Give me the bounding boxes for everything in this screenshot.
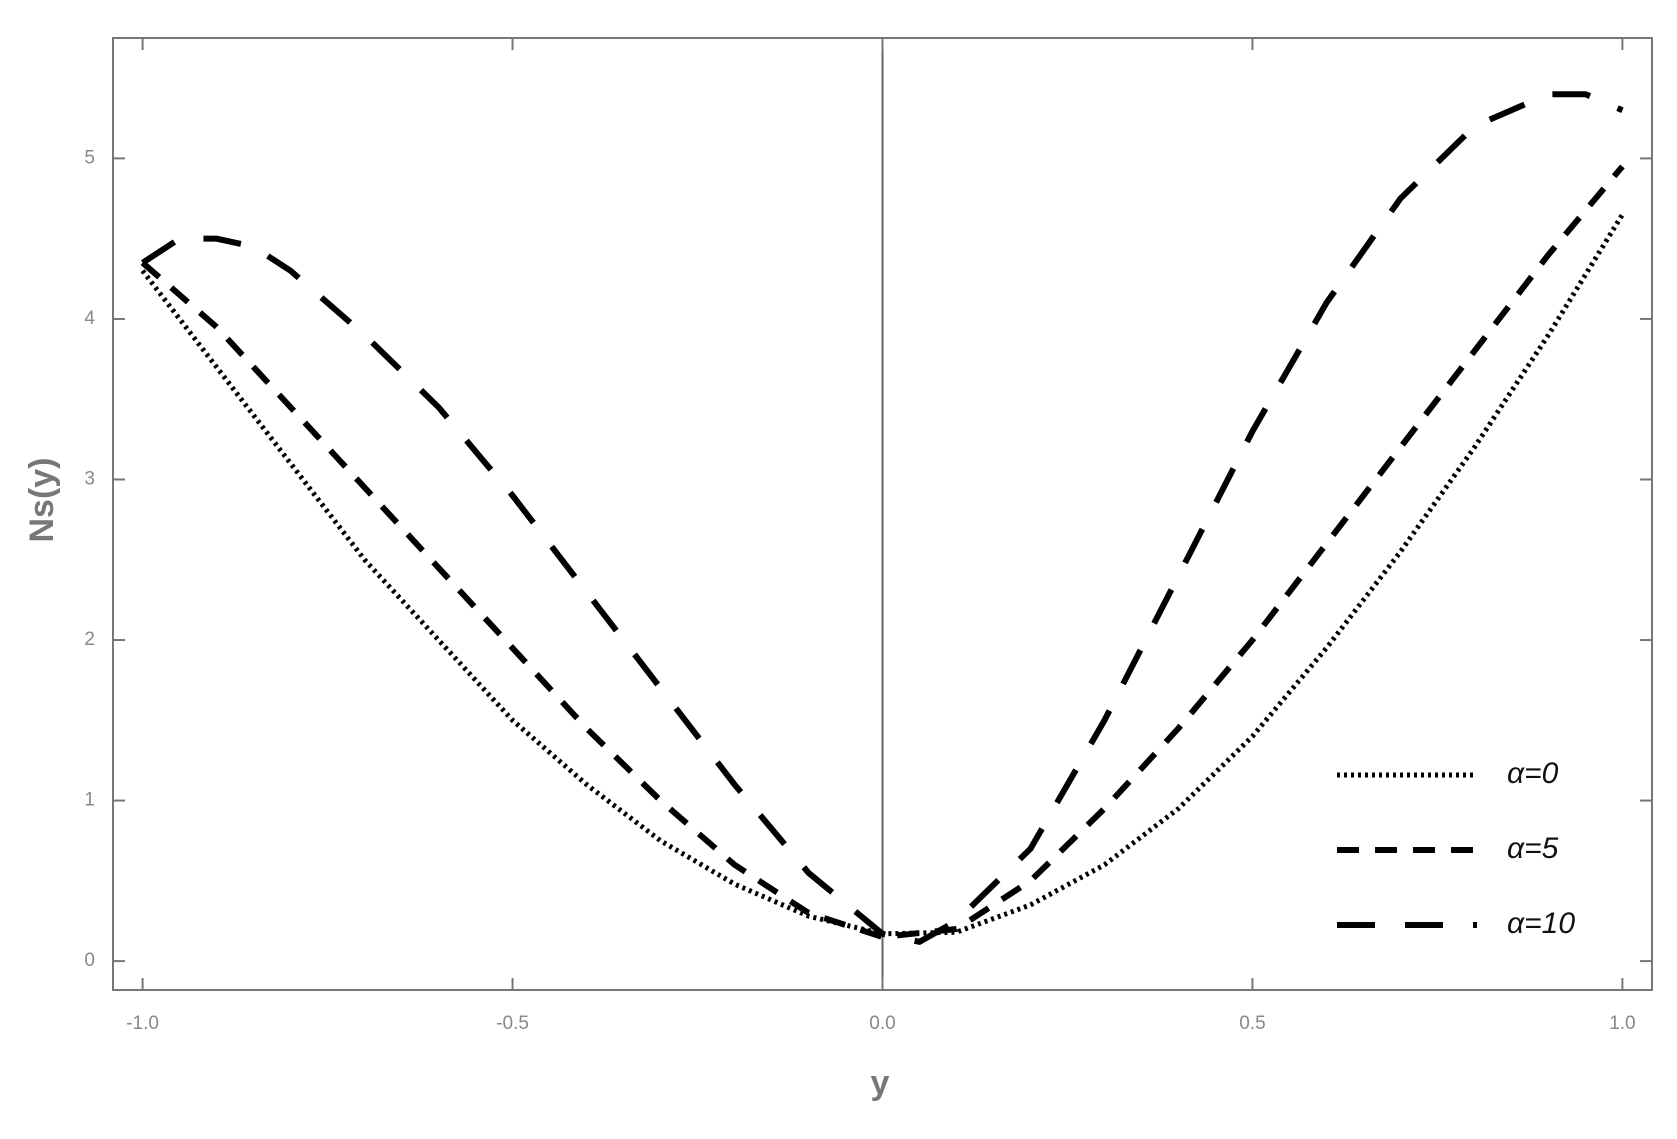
x-tick-label: -0.5 xyxy=(496,1013,529,1034)
y-tick-label: 2 xyxy=(84,629,95,650)
series-line xyxy=(140,91,1624,946)
y-tick-label: 1 xyxy=(84,790,95,811)
y-tick-label: 5 xyxy=(84,147,95,168)
legend-label: α=5 xyxy=(1507,832,1559,865)
y-tick-label: 3 xyxy=(84,468,95,489)
x-axis-label: y xyxy=(871,1064,890,1102)
x-tick-label: 0.0 xyxy=(869,1013,895,1034)
series-line xyxy=(140,164,1625,941)
legend-label: α=10 xyxy=(1507,907,1575,940)
x-tick-label: 0.5 xyxy=(1239,1013,1265,1034)
x-tick-label: 1.0 xyxy=(1609,1013,1635,1034)
y-tick-label: 0 xyxy=(84,950,95,971)
y-axis-label: Ns(y) xyxy=(23,457,61,542)
legend-label: α=0 xyxy=(1507,757,1559,790)
y-tick-label: 4 xyxy=(84,308,95,329)
x-tick-label: -1.0 xyxy=(126,1013,159,1034)
